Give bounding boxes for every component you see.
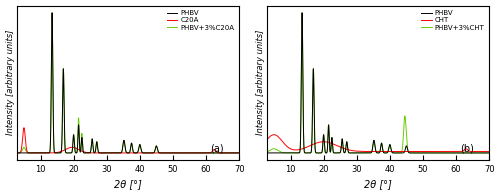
C20A xyxy=(158,152,164,154)
PHBV xyxy=(264,152,270,154)
CHT xyxy=(398,150,404,153)
Line: PHBV: PHBV xyxy=(268,13,489,153)
Y-axis label: Intensity [arbitrary units]: Intensity [arbitrary units] xyxy=(6,30,15,136)
PHBV xyxy=(446,152,452,154)
PHBV+3%C20A xyxy=(158,152,164,154)
C20A xyxy=(14,152,20,154)
PHBV+3%CHT xyxy=(264,151,270,153)
PHBV+3%CHT xyxy=(486,152,492,154)
C20A xyxy=(99,152,105,154)
CHT xyxy=(486,150,492,153)
PHBV+3%C20A xyxy=(34,152,40,154)
PHBV xyxy=(158,152,164,154)
C20A xyxy=(54,151,60,153)
PHBV+3%C20A xyxy=(14,152,20,154)
PHBV+3%C20A xyxy=(197,152,203,154)
PHBV xyxy=(430,152,436,154)
CHT xyxy=(408,150,414,153)
CHT xyxy=(304,146,310,148)
PHBV+3%CHT xyxy=(447,152,453,154)
PHBV xyxy=(14,152,20,154)
PHBV xyxy=(349,152,355,154)
PHBV xyxy=(180,152,186,154)
PHBV+3%C20A xyxy=(236,152,242,154)
PHBV+3%C20A xyxy=(99,152,105,154)
PHBV xyxy=(54,152,60,154)
Legend: PHBV, CHT, PHBV+3%CHT: PHBV, CHT, PHBV+3%CHT xyxy=(418,8,487,33)
CHT xyxy=(349,149,355,152)
Line: PHBV: PHBV xyxy=(18,13,239,153)
PHBV xyxy=(408,152,414,154)
PHBV+3%CHT xyxy=(304,152,310,154)
PHBV xyxy=(148,152,154,154)
PHBV+3%C20A xyxy=(180,152,186,154)
Line: CHT: CHT xyxy=(268,135,489,152)
PHBV xyxy=(398,152,404,154)
PHBV xyxy=(196,152,202,154)
X-axis label: 2θ [°]: 2θ [°] xyxy=(114,179,142,190)
Y-axis label: Intensity [arbitrary units]: Intensity [arbitrary units] xyxy=(256,30,264,136)
Text: (a): (a) xyxy=(210,144,224,154)
CHT xyxy=(430,150,436,153)
PHBV xyxy=(299,12,305,14)
CHT xyxy=(271,134,277,136)
PHBV+3%CHT xyxy=(398,152,404,154)
Line: C20A: C20A xyxy=(18,128,239,153)
PHBV+3%CHT xyxy=(430,152,436,154)
PHBV+3%CHT xyxy=(408,152,414,154)
X-axis label: 2θ [°]: 2θ [°] xyxy=(364,179,392,190)
C20A xyxy=(236,152,242,154)
C20A xyxy=(180,152,186,154)
Text: (b): (b) xyxy=(460,144,474,154)
CHT xyxy=(436,150,442,153)
PHBV+3%CHT xyxy=(299,12,305,14)
PHBV xyxy=(236,152,242,154)
PHBV+3%C20A xyxy=(54,152,60,154)
C20A xyxy=(21,127,27,129)
PHBV+3%CHT xyxy=(350,152,356,154)
PHBV+3%C20A xyxy=(148,152,154,154)
Line: PHBV+3%CHT: PHBV+3%CHT xyxy=(268,13,489,153)
C20A xyxy=(126,152,132,154)
PHBV xyxy=(49,12,55,14)
PHBV+3%C20A xyxy=(49,12,55,14)
PHBV+3%CHT xyxy=(349,152,355,154)
C20A xyxy=(197,152,203,154)
PHBV xyxy=(486,152,492,154)
CHT xyxy=(264,138,270,140)
Legend: PHBV, C20A, PHBV+3%C20A: PHBV, C20A, PHBV+3%C20A xyxy=(164,8,237,33)
PHBV xyxy=(99,152,105,154)
Line: PHBV+3%C20A: PHBV+3%C20A xyxy=(18,13,239,153)
CHT xyxy=(447,150,453,153)
C20A xyxy=(148,152,154,154)
PHBV xyxy=(304,152,310,154)
